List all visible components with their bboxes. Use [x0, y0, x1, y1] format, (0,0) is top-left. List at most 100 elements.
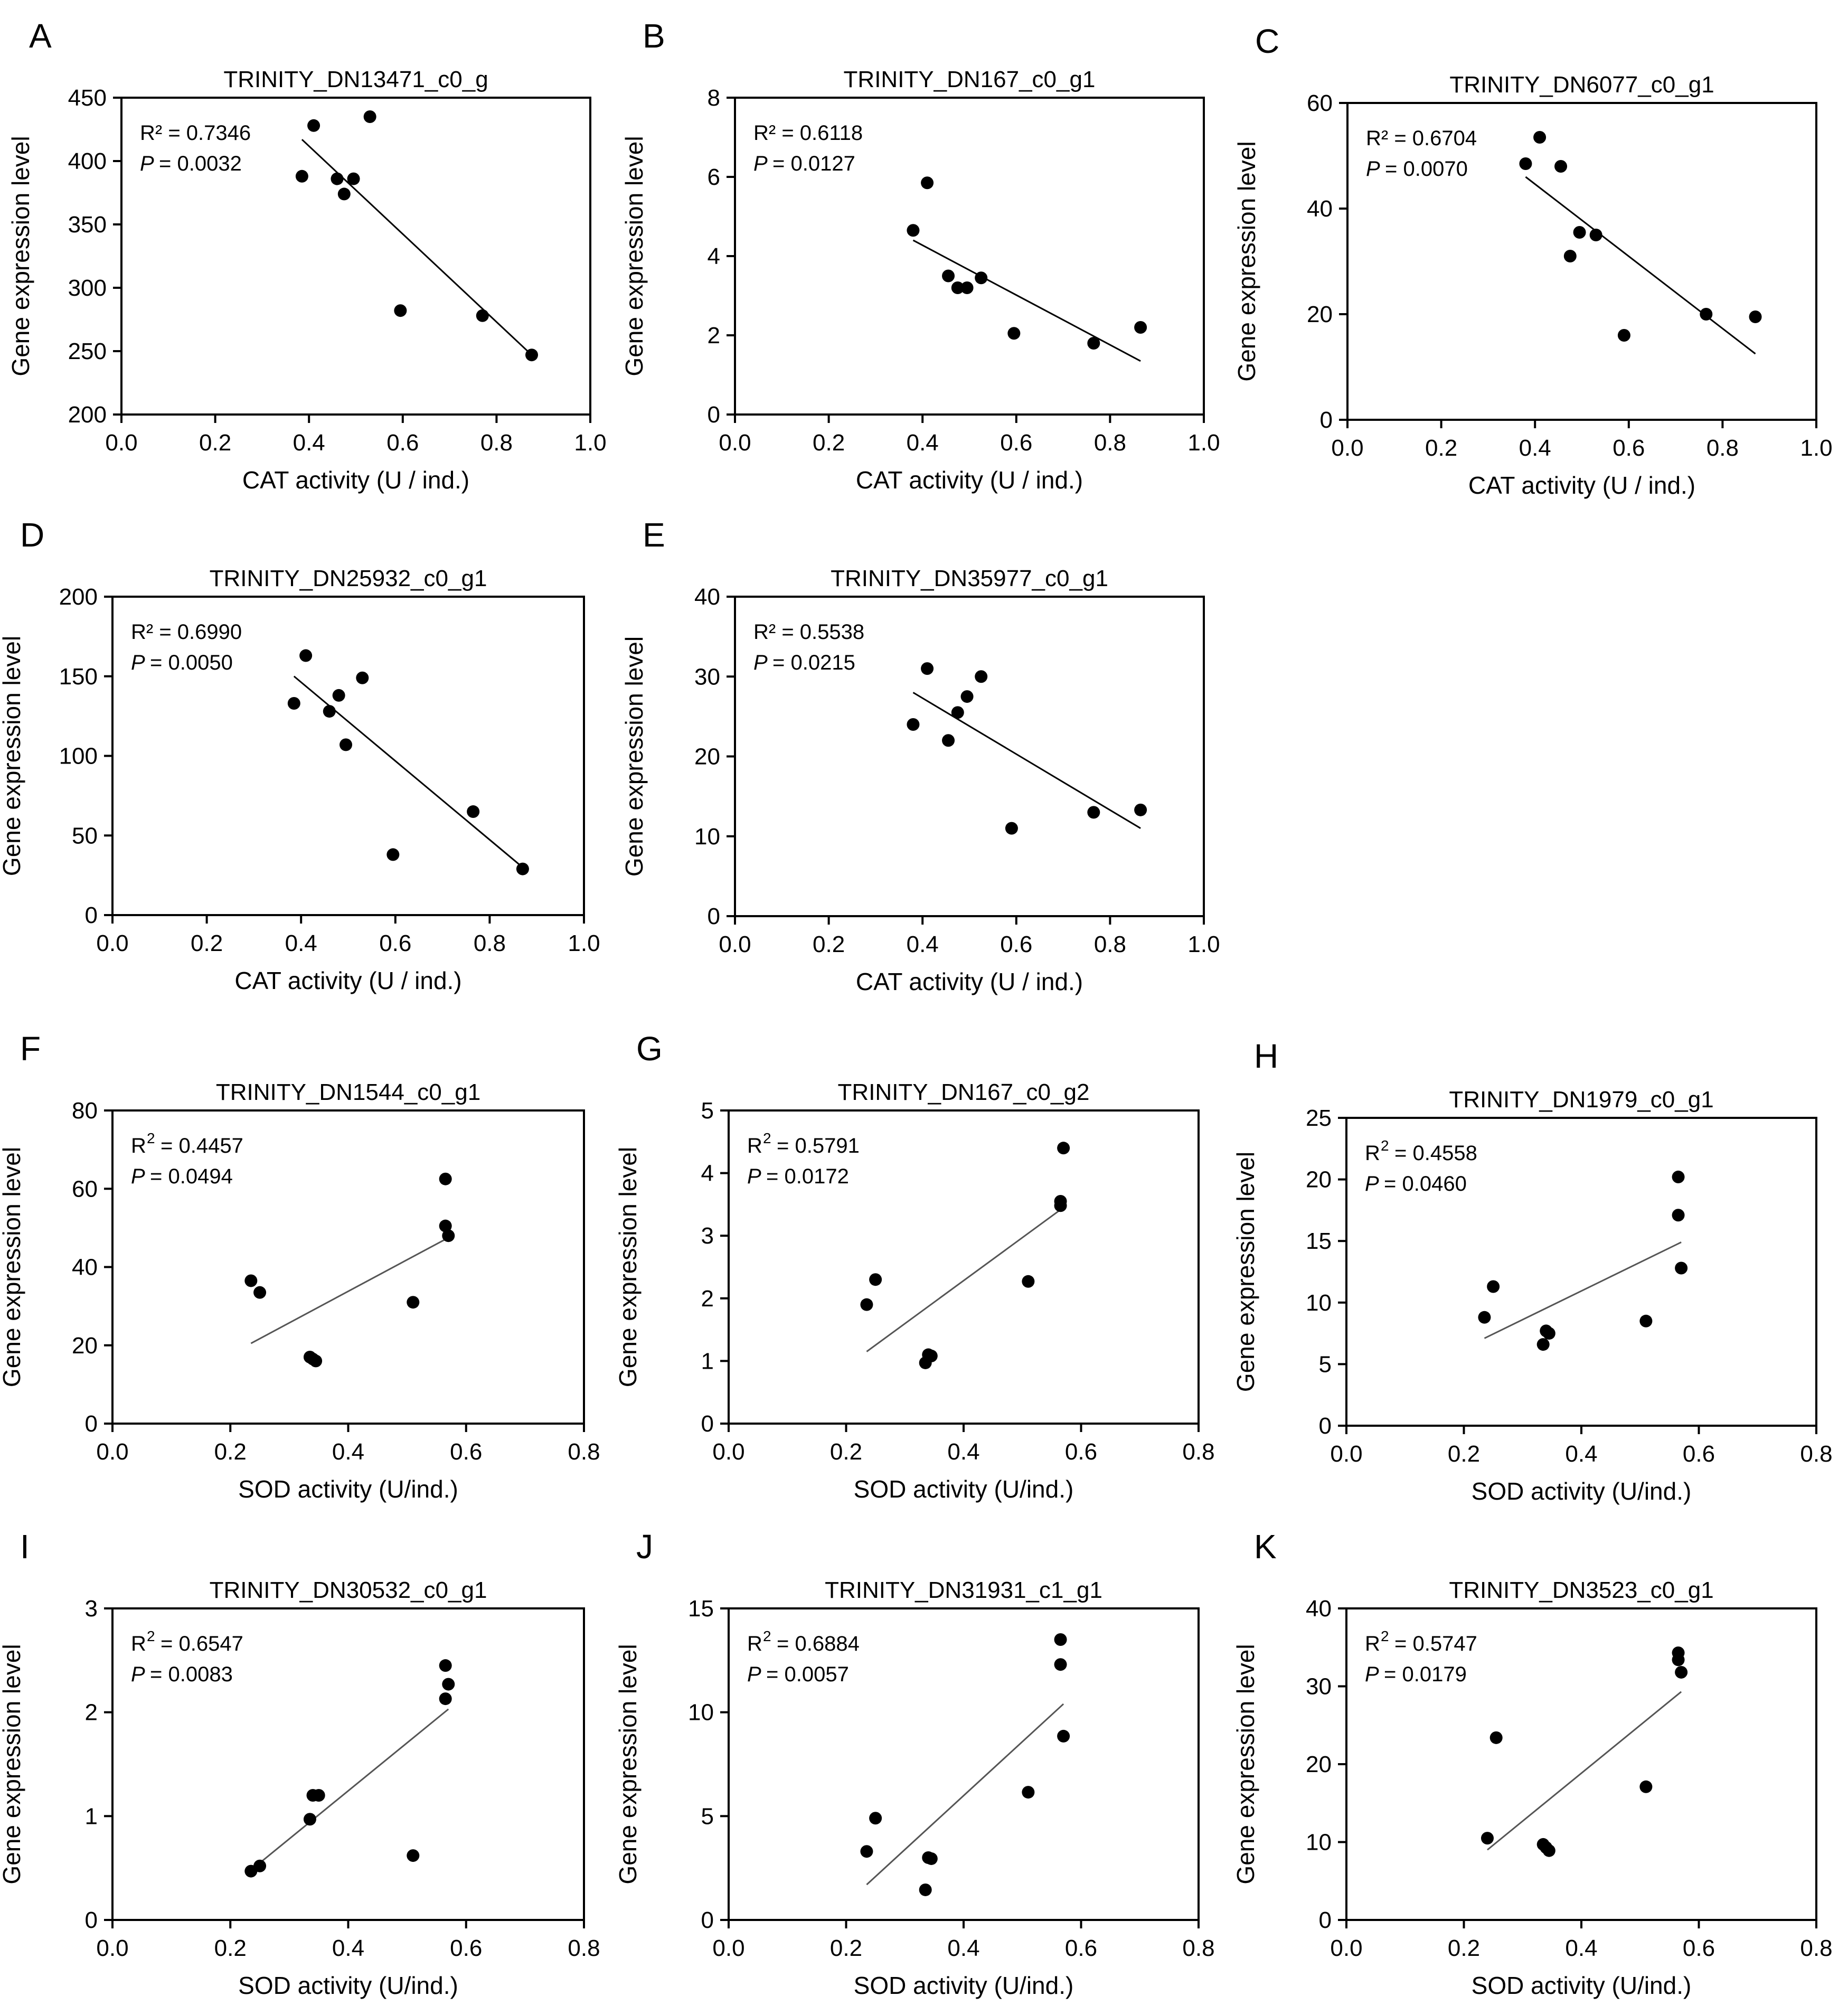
data-point	[287, 697, 300, 710]
p-value-label: = 0.0050	[150, 651, 233, 674]
data-point	[516, 862, 529, 875]
y-tick-label: 50	[72, 823, 98, 849]
x-tick-label: 0.8	[1800, 1935, 1832, 1961]
r-squared-superscript: 2	[763, 1628, 771, 1644]
x-tick-label: 0.0	[719, 931, 751, 957]
x-tick-label: 1.0	[568, 930, 600, 956]
panel-i: I TRINITY_DN30532_c0_g1 0.0 0.2 0.4 0.6 0.8 0 1 2…	[0, 1528, 600, 1999]
y-axis-label: Gene expression level	[0, 1147, 25, 1387]
data-point	[439, 1219, 452, 1232]
x-tick-label: 0.2	[1448, 1441, 1480, 1467]
x-tick-label: 0.2	[214, 1439, 247, 1465]
r-squared-prefix: R	[1365, 1142, 1380, 1165]
regression-line	[912, 692, 1141, 829]
y-tick-label: 40	[72, 1255, 98, 1280]
p-value-prefix: P	[1366, 157, 1380, 181]
data-point	[407, 1296, 420, 1309]
p-value-label: = 0.0032	[159, 152, 242, 175]
data-point	[323, 705, 336, 718]
p-value-prefix: P	[753, 651, 768, 674]
r-squared-prefix: R	[1365, 1632, 1380, 1655]
y-tick-label: 80	[72, 1098, 98, 1124]
data-point	[907, 224, 920, 237]
data-point	[1087, 806, 1100, 819]
x-tick-label: 0.8	[1094, 931, 1126, 957]
y-tick-label: 200	[68, 402, 107, 428]
regression-line	[866, 1703, 1064, 1886]
data-point	[907, 718, 920, 731]
data-point	[467, 805, 480, 818]
data-point	[1672, 1653, 1685, 1666]
data-point	[307, 119, 320, 132]
data-point	[925, 1852, 938, 1865]
y-tick-label: 8	[708, 85, 720, 111]
y-tick-label: 5	[701, 1803, 714, 1829]
data-point	[1675, 1261, 1688, 1275]
x-tick-label: 0.4	[907, 430, 939, 456]
p-value-label: = 0.0172	[766, 1165, 849, 1188]
plot-frame	[734, 596, 1205, 917]
x-tick-label: 0.0	[719, 430, 751, 456]
r-squared-label: R² = 0.5538	[753, 620, 864, 644]
x-tick-label: 0.2	[214, 1935, 247, 1961]
y-tick-label: 10	[694, 824, 720, 850]
x-tick-label: 0.6	[1613, 435, 1645, 461]
x-tick-label: 0.2	[830, 1439, 862, 1465]
x-tick-label: 0.4	[1519, 435, 1551, 461]
data-point	[1519, 157, 1532, 170]
x-axis-label: CAT activity (U / ind.)	[1468, 472, 1695, 499]
y-tick-label: 60	[72, 1176, 98, 1202]
data-point	[860, 1845, 873, 1858]
p-value-label: = 0.0070	[1385, 157, 1468, 181]
x-tick-label: 0.2	[813, 430, 845, 456]
p-value-label: = 0.0127	[772, 152, 855, 175]
r-squared-superscript: 2	[1381, 1628, 1389, 1644]
x-tick-label: 0.8	[568, 1935, 600, 1961]
panel-a: A TRINITY_DN13471_c0_g 0.0 0.2 0.4 0.6 0.8 1.0 2…	[7, 17, 607, 494]
y-tick-label: 0	[701, 1907, 714, 1933]
regression-line	[1484, 1241, 1682, 1339]
data-point	[439, 1659, 452, 1672]
data-point	[1617, 329, 1630, 342]
x-tick-label: 0.0	[105, 430, 137, 456]
y-tick-label: 0	[1319, 1907, 1332, 1933]
data-point	[1749, 310, 1762, 323]
y-tick-label: 400	[68, 148, 107, 174]
plot-frame	[111, 596, 585, 916]
data-point	[476, 309, 489, 322]
y-axis-label: Gene expression level	[0, 636, 25, 876]
y-tick-label: 4	[701, 1161, 714, 1187]
panel-letter: F	[20, 1030, 41, 1068]
regression-line	[250, 1708, 449, 1871]
y-tick-label: 20	[1307, 302, 1333, 327]
x-tick-label: 0.6	[379, 930, 411, 956]
panel-title: TRINITY_DN25932_c0_g1	[210, 566, 487, 591]
data-point	[442, 1229, 455, 1242]
plot-frame	[1346, 102, 1817, 421]
panel-g: G TRINITY_DN167_c0_g2 0.0 0.2 0.4 0.6 0.8 0 1 2 3 4…	[614, 1030, 1215, 1503]
y-axis-label: Gene expression level	[614, 1644, 642, 1884]
y-tick-label: 3	[85, 1596, 98, 1622]
p-value-prefix: P	[131, 651, 145, 674]
r-squared-label: = 0.5791	[777, 1134, 860, 1157]
panel-letter: J	[636, 1528, 653, 1566]
data-point	[1478, 1311, 1491, 1324]
y-tick-label: 0	[85, 1907, 98, 1933]
y-tick-label: 40	[1307, 196, 1333, 222]
x-tick-label: 0.4	[1565, 1935, 1597, 1961]
x-tick-label: 0.8	[474, 930, 506, 956]
regression-line	[912, 239, 1141, 362]
x-tick-label: 0.2	[199, 430, 231, 456]
y-tick-label: 30	[694, 664, 720, 690]
data-point	[1536, 1338, 1550, 1351]
x-tick-label: 0.4	[1565, 1441, 1597, 1467]
data-point	[975, 670, 988, 683]
data-point	[1005, 822, 1018, 835]
y-tick-label: 0	[1320, 407, 1333, 433]
data-point	[386, 848, 400, 861]
data-point	[942, 734, 955, 747]
x-tick-label: 0.0	[712, 1935, 744, 1961]
x-tick-label: 0.2	[1425, 435, 1457, 461]
data-point	[942, 269, 955, 283]
data-point	[1489, 1731, 1503, 1744]
